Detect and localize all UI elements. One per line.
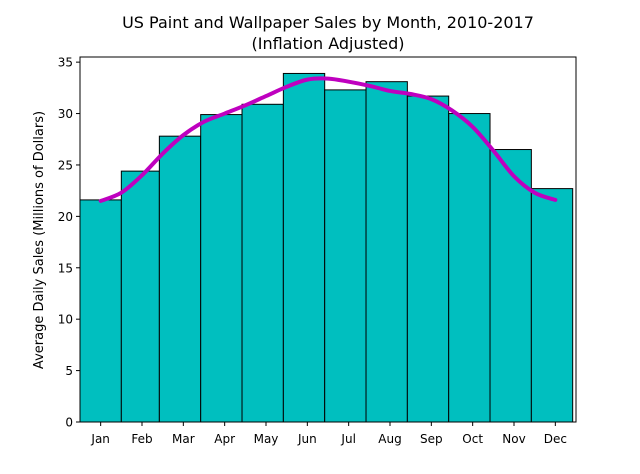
x-tick-label: Mar bbox=[172, 432, 195, 446]
bar-jul bbox=[324, 89, 367, 423]
bar-sep bbox=[406, 95, 450, 423]
x-axis: Jan Feb Mar Apr May Jun Jul Aug Sep Oct Nov Dec bbox=[90, 422, 567, 446]
plot-frame bbox=[79, 56, 577, 423]
x-tick-label: Jan bbox=[90, 432, 110, 446]
y-axis-label: Average Daily Sales (Millions of Dollars… bbox=[32, 111, 47, 369]
y-tick-label: 35 bbox=[58, 56, 73, 70]
x-tick-label: Dec bbox=[544, 432, 567, 446]
y-tick-label: 25 bbox=[58, 158, 73, 172]
x-tick-label: Apr bbox=[214, 432, 235, 446]
x-tick-label: Aug bbox=[378, 432, 401, 446]
bar-oct bbox=[448, 113, 491, 423]
smoothed-trend-line bbox=[98, 76, 558, 203]
bar-feb bbox=[120, 170, 160, 423]
bar-jun bbox=[282, 72, 326, 423]
x-tick-label: Jul bbox=[340, 432, 355, 446]
bar-may bbox=[241, 103, 284, 423]
bar-dec bbox=[530, 188, 574, 423]
y-tick-label: 15 bbox=[58, 261, 73, 275]
bar-aug bbox=[365, 81, 408, 423]
x-tick-label: May bbox=[254, 432, 279, 446]
bar-mar bbox=[158, 135, 202, 423]
bar-jan bbox=[79, 199, 122, 423]
chart-title: US Paint and Wallpaper Sales by Month, 2… bbox=[122, 13, 534, 32]
y-tick-label: 5 bbox=[65, 364, 73, 378]
y-axis: 0 5 10 15 20 25 30 35 bbox=[58, 56, 80, 430]
x-tick-label: Oct bbox=[462, 432, 483, 446]
bars-group bbox=[79, 72, 574, 423]
x-tick-label: Sep bbox=[420, 432, 443, 446]
x-tick-label: Feb bbox=[131, 432, 152, 446]
y-tick-label: 0 bbox=[65, 416, 73, 430]
y-tick-label: 20 bbox=[58, 210, 73, 224]
x-tick-label: Jun bbox=[297, 432, 317, 446]
bar-nov bbox=[489, 149, 532, 423]
chart-subtitle: (Inflation Adjusted) bbox=[252, 34, 405, 53]
bar-apr bbox=[200, 114, 243, 423]
y-tick-label: 30 bbox=[58, 107, 73, 121]
x-tick-label: Nov bbox=[502, 432, 525, 446]
y-tick-label: 10 bbox=[58, 313, 73, 327]
